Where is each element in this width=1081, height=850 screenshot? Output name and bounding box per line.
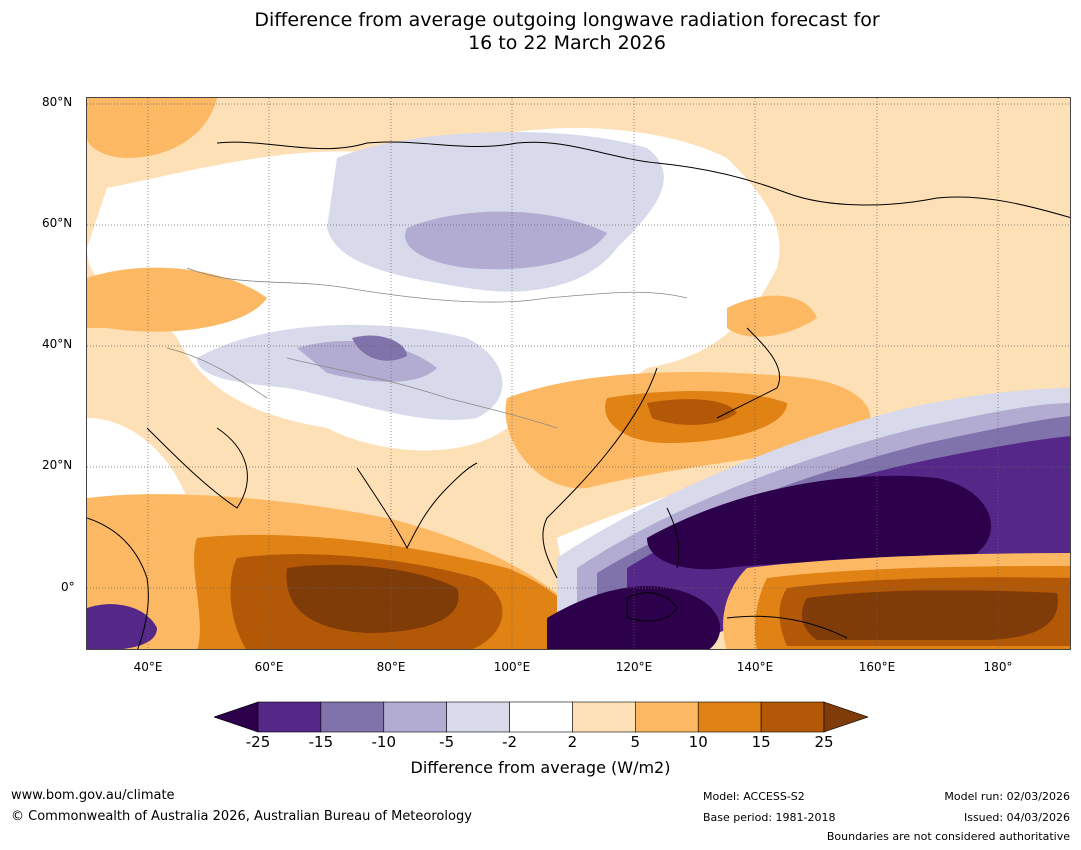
coastline-japan xyxy=(716,327,781,419)
base-period-text: Base period: 1981-2018 xyxy=(703,811,836,824)
colorbar-box xyxy=(572,701,636,733)
coastline-arctic xyxy=(216,141,1070,218)
colorbar-tick-label: -5 xyxy=(439,733,455,751)
coastline-east-asia xyxy=(542,367,658,579)
region-orange-europe xyxy=(87,98,217,158)
colorbar-tick-label: 25 xyxy=(814,733,834,751)
region-darkest-purple-pacific xyxy=(647,475,992,570)
colorbar-tick-label: -25 xyxy=(245,733,271,751)
region-orange-japan-north xyxy=(727,295,817,337)
region-purple-siberia xyxy=(405,211,607,270)
colorbar-tick-label: 5 xyxy=(630,733,641,751)
colorbar-tick-label: 15 xyxy=(751,733,771,751)
coastline-philippines xyxy=(666,507,680,569)
website-link[interactable]: www.bom.gov.au/climate xyxy=(11,788,175,803)
region-purple-southwest xyxy=(87,604,157,649)
map-canvas xyxy=(87,98,1070,649)
colorbar-tick-label: -15 xyxy=(308,733,334,751)
copyright-text: © Commonwealth of Australia 2026, Austra… xyxy=(11,809,472,824)
colorbar-box xyxy=(383,701,447,733)
border-tibet xyxy=(286,357,558,429)
lon-label-160e: 160°E xyxy=(858,660,896,674)
region-darkest-brown-north-pacific xyxy=(801,590,1058,640)
border-middle-east xyxy=(166,347,268,399)
colorbar xyxy=(214,701,868,733)
lon-label-180: 180° xyxy=(983,660,1013,674)
colorbar-box xyxy=(257,701,322,733)
lat-label-20n: 20°N xyxy=(42,458,73,472)
lon-label-120e: 120°E xyxy=(615,660,653,674)
colorbar-box xyxy=(509,701,573,733)
title-line-1: Difference from average outgoing longwav… xyxy=(254,9,880,31)
lon-label-60e: 60°E xyxy=(254,660,284,674)
region-orange-caspian xyxy=(87,267,267,332)
colorbar-box xyxy=(697,701,762,733)
region-brown-west-pacific xyxy=(647,399,737,425)
region-darkest-brown-indian-ocean xyxy=(286,564,459,633)
colorbar-extend-low xyxy=(214,701,259,733)
issued-text: Issued: 04/03/2026 xyxy=(963,811,1070,824)
lat-label-60n: 60°N xyxy=(42,216,73,230)
gridlines xyxy=(87,98,1070,649)
lon-label-100e: 100°E xyxy=(493,660,531,674)
border-asia-north xyxy=(186,267,688,303)
model-run-text: Model run: 02/03/2026 xyxy=(944,790,1070,803)
colorbar-label: Difference from average (W/m2) xyxy=(410,758,671,777)
disclaimer-text: Boundaries are not considered authoritat… xyxy=(826,830,1070,843)
colorbar-tick-label: 10 xyxy=(688,733,708,751)
coastline-africa-east xyxy=(87,517,149,649)
coastline-arabia xyxy=(146,427,248,509)
anomaly-map xyxy=(86,97,1071,650)
coastline-india xyxy=(356,462,478,550)
lon-label-40e: 40°E xyxy=(133,660,163,674)
colorbar-tick-label: -2 xyxy=(502,733,518,751)
colorbar-tick-label: 2 xyxy=(567,733,578,751)
lat-label-0: 0° xyxy=(61,580,75,594)
colorbar-box xyxy=(760,701,825,733)
colorbar-tick-label: -10 xyxy=(371,733,397,751)
lat-label-40n: 40°N xyxy=(42,337,73,351)
country-borders xyxy=(166,267,688,429)
colorbar-extend-high xyxy=(823,701,868,733)
region-darkest-purple-maritime xyxy=(547,586,721,649)
coastline-borneo xyxy=(626,592,678,622)
colorbar-box xyxy=(446,701,510,733)
region-dark-purple-tibet xyxy=(352,335,407,361)
coastline-new-guinea xyxy=(726,615,848,639)
coastlines xyxy=(87,141,1070,649)
colorbar-box xyxy=(635,701,699,733)
title-line-2: 16 to 22 March 2026 xyxy=(468,32,666,54)
lon-label-80e: 80°E xyxy=(376,660,406,674)
model-text: Model: ACCESS-S2 xyxy=(703,790,805,803)
lon-label-140e: 140°E xyxy=(736,660,774,674)
lat-label-80n: 80°N xyxy=(42,95,73,109)
chart-title: Difference from average outgoing longwav… xyxy=(0,9,1081,55)
colorbar-box xyxy=(320,701,385,733)
